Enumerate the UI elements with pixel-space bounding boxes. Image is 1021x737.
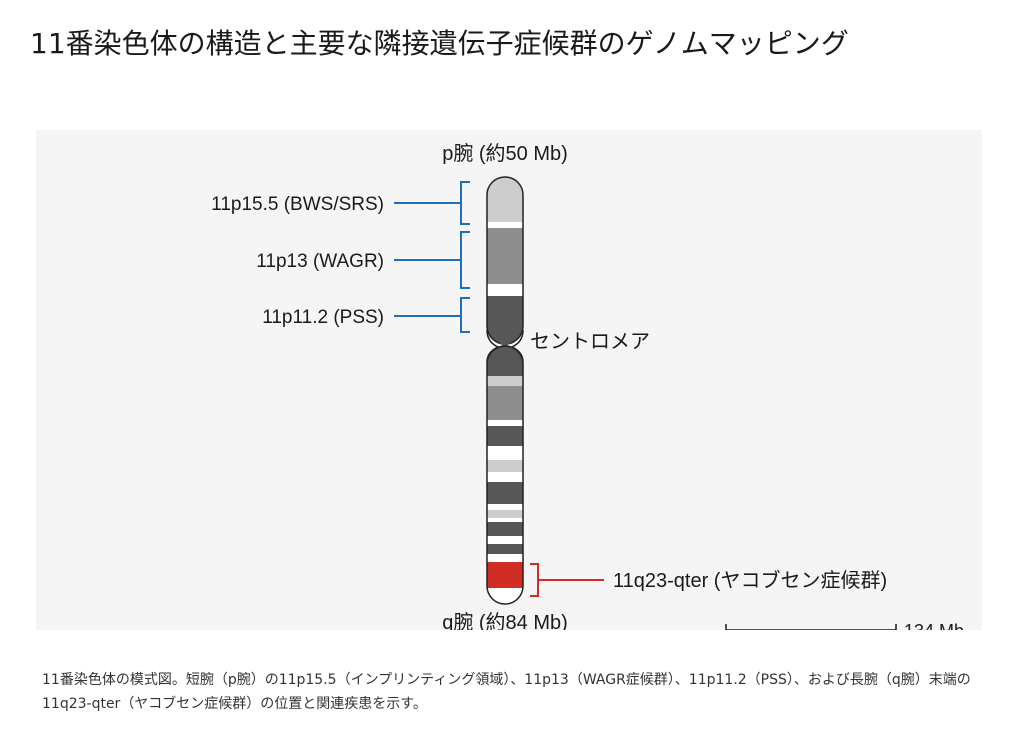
band-q21 xyxy=(487,460,523,472)
label-p11-2: 11p11.2 (PSS) xyxy=(262,307,384,328)
bracket-q23-qter xyxy=(530,563,604,597)
band-q22-1 xyxy=(487,482,523,504)
band-q13-3 xyxy=(487,394,523,420)
region-p13: 11p13 (WAGR) xyxy=(256,231,470,289)
band-p13 xyxy=(487,228,523,284)
region-p15-5: 11p15.5 (BWS/SRS) xyxy=(211,181,470,225)
label-p15-5: 11p15.5 (BWS/SRS) xyxy=(211,194,384,215)
band-q13-1 xyxy=(487,376,523,386)
band-q22-2 xyxy=(487,510,523,518)
centromere-label: セントロメア xyxy=(530,331,650,353)
region-p11-2: 11p11.2 (PSS) xyxy=(262,297,470,333)
q-arm xyxy=(487,346,523,604)
figure-caption: 11番染色体の模式図。短腕（p腕）の11p15.5（インプリンティング領域）、1… xyxy=(42,672,971,712)
p-arm-label: p腕 (約50 Mb) xyxy=(442,142,568,165)
band-q23-1 xyxy=(487,544,523,554)
scale-bar-line xyxy=(725,624,897,630)
centromere-upper xyxy=(492,335,518,348)
bracket-p15-5 xyxy=(394,181,470,225)
scale-bar: 134 Mb xyxy=(725,621,964,630)
label-q23-qter: 11q23-qter (ヤコブセン症候群) xyxy=(613,568,887,592)
chromosome-figure: p腕 (約50 Mb) q腕 (約84 Mb) セントロメア xyxy=(36,130,982,630)
region-q23-qter: 11q23-qter (ヤコブセン症候群) xyxy=(530,563,887,597)
p-arm xyxy=(487,177,523,344)
label-p13: 11p13 (WAGR) xyxy=(256,251,384,272)
bracket-p13 xyxy=(394,231,470,289)
band-q14 xyxy=(487,426,523,446)
page-title: 11番染色体の構造と主要な隣接遺伝子症候群のゲノムマッピング xyxy=(30,27,849,60)
band-q22-3 xyxy=(487,522,523,536)
q-arm-outline xyxy=(486,345,524,605)
band-p15 xyxy=(487,177,523,222)
band-q23-qter-highlight xyxy=(487,562,523,588)
bracket-p11-2 xyxy=(394,297,470,333)
chromosome-diagram: p腕 (約50 Mb) q腕 (約84 Mb) セントロメア xyxy=(211,142,964,630)
band-p12 xyxy=(487,288,523,296)
q-arm-label: q腕 (約84 Mb) xyxy=(442,611,568,630)
scale-bar-label: 134 Mb xyxy=(904,621,964,630)
band-q13-2 xyxy=(487,386,523,394)
